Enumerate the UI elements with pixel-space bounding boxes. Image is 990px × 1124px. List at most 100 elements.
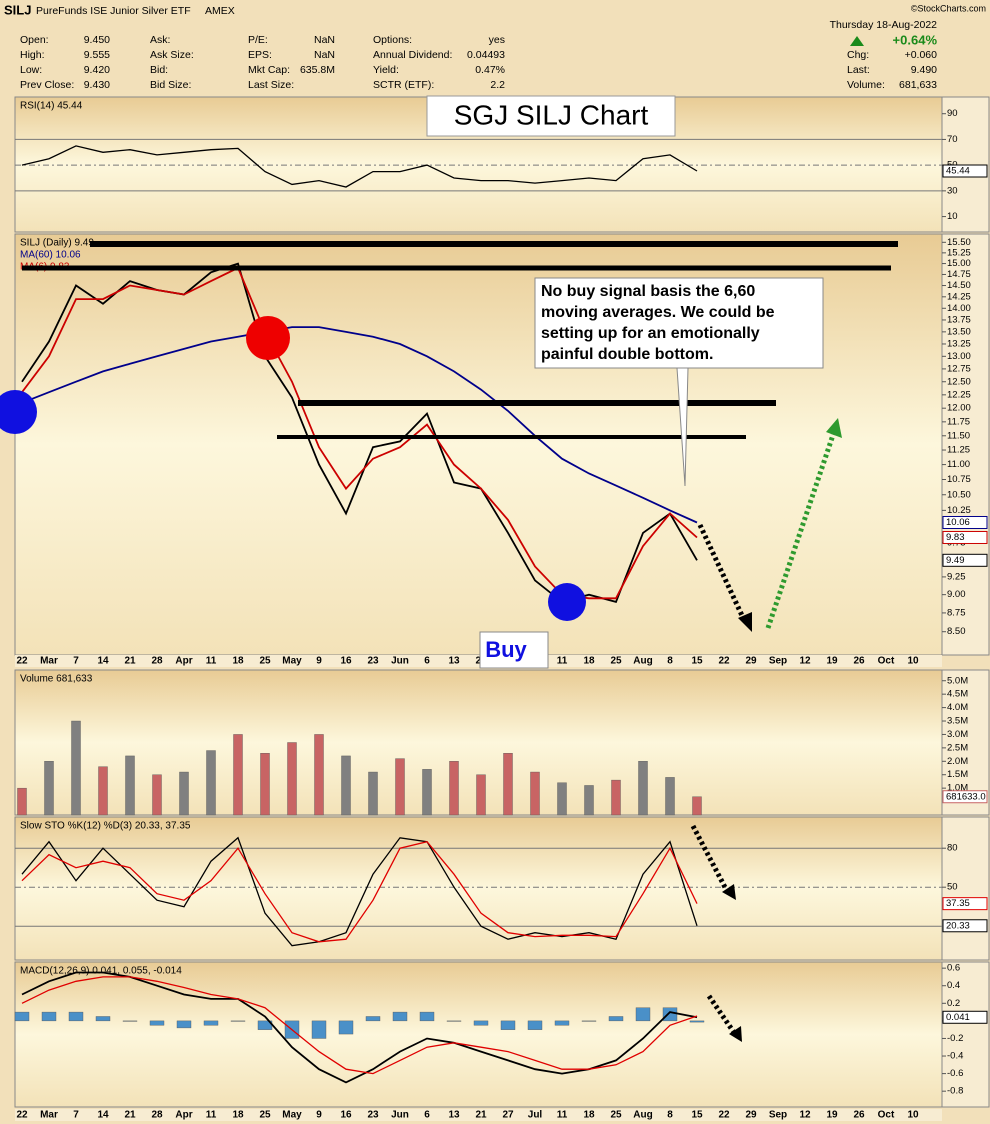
note-line: No buy signal basis the 6,60 [541, 283, 755, 300]
y-tick-label: 14.25 [947, 291, 971, 302]
value-tag-label: 681633.0 [946, 791, 986, 802]
x-tick-label: Mar [40, 1110, 58, 1121]
x-tick-label: 22 [718, 1110, 730, 1121]
volume-bar [557, 782, 567, 816]
x-tick-label: 19 [826, 1110, 838, 1121]
y-tick-label: 30 [947, 185, 958, 196]
x-tick-label: 16 [340, 1110, 352, 1121]
field-value: 0.47% [475, 64, 505, 76]
volume-bar [692, 796, 702, 816]
x-tick-label: 15 [691, 656, 703, 667]
note: No buy signal basis the 6,60 moving avera… [541, 283, 775, 363]
buy-marker [0, 390, 37, 434]
legend-entry: Volume 681,633 [20, 674, 93, 685]
volume-bar [341, 755, 351, 816]
x-tick-label: 14 [97, 656, 109, 667]
x-tick-label: 26 [853, 656, 865, 667]
field-label: Open: [20, 34, 49, 46]
y-tick-label: 0.6 [947, 963, 960, 974]
field-value: 9.430 [84, 79, 110, 91]
volume-bar [449, 761, 459, 816]
y-tick-label: 11.50 [947, 430, 970, 441]
x-tick-label: 21 [124, 656, 136, 667]
volume-bar [368, 771, 378, 816]
y-tick-label: -0.2 [947, 1033, 963, 1044]
x-tick-label: 11 [557, 656, 568, 667]
volume-bar [260, 753, 270, 816]
field-value: 9.420 [84, 64, 110, 76]
y-tick-label: 15.50 [947, 237, 971, 248]
y-tick-label: 70 [947, 134, 958, 145]
legend-entry: RSI(14) 45.44 [20, 101, 83, 112]
volume-bar [44, 761, 54, 816]
histogram-bar [41, 1011, 57, 1022]
x-tick-label: 7 [73, 656, 79, 667]
x-tick-label: 25 [259, 656, 271, 667]
value-tag [942, 790, 988, 804]
x-tick-label: 26 [853, 1110, 865, 1121]
buy-box [479, 631, 549, 669]
up-arrow [765, 431, 837, 629]
x-tick-label: 28 [151, 1110, 163, 1121]
volume-bar [287, 742, 297, 816]
note-line: painful double bottom. [541, 346, 713, 363]
volume-bar [125, 755, 135, 816]
volume-bar [206, 750, 216, 816]
y-tick-label: 13.50 [947, 326, 971, 337]
histogram-bar [527, 1020, 543, 1030]
x-tick-label: 15 [691, 1110, 703, 1121]
buy-marker [548, 583, 586, 621]
histogram-bar [149, 1020, 165, 1026]
x-tick-label: 18 [232, 1110, 244, 1121]
value-tag [942, 553, 988, 567]
y-tick-label: 0.4 [947, 980, 960, 991]
up-arrow [850, 36, 864, 46]
histogram-bar [203, 1020, 219, 1026]
y-tick-label: 12.25 [947, 389, 971, 400]
x-tick-label: 22 [16, 656, 28, 667]
y-tick-label: 13.75 [947, 314, 971, 325]
field-value: 9.490 [911, 64, 937, 76]
histogram-bar [365, 1016, 381, 1022]
value-tag-label: 10.06 [946, 517, 970, 528]
x-tick-label: May [282, 1110, 302, 1121]
x-tick-label: 25 [610, 1110, 622, 1121]
field-value: 635.8M [300, 64, 335, 76]
value-tag [942, 897, 988, 911]
field-label: Prev Close: [20, 79, 74, 91]
field-value: 9.555 [84, 49, 110, 61]
chart-title: SGJ SILJ Chart [454, 99, 649, 130]
series-line [21, 971, 698, 1084]
field-label: Annual Dividend: [373, 49, 452, 61]
field-value: +0.060 [905, 49, 938, 61]
field-value: 2.2 [490, 79, 505, 91]
x-tick-label: 11 [557, 1110, 568, 1121]
value-tag-label: 9.49 [946, 555, 965, 566]
histogram-bar [635, 1007, 651, 1022]
y-tick-label: 10.25 [947, 505, 971, 516]
x-tick-label: 11 [206, 1110, 217, 1121]
x-tick-label: 12 [799, 656, 811, 667]
x-tick-label: 8 [667, 1110, 673, 1121]
field-label: Yield: [373, 64, 399, 76]
histogram-bar [419, 1011, 435, 1022]
field-label: Last: [847, 64, 870, 76]
field-label: Bid Size: [150, 79, 191, 91]
change-pct: +0.64% [893, 32, 938, 47]
x-tick-label: 16 [340, 656, 352, 667]
y-tick-label: 8.75 [947, 607, 966, 618]
y-tick-label: 10.75 [947, 474, 971, 485]
arrow-head [826, 418, 842, 438]
value-tag [942, 919, 988, 933]
down-arrow [690, 824, 731, 895]
x-tick-label: Aug [633, 656, 652, 667]
histogram-bar [446, 1020, 462, 1022]
histogram-bar [689, 1020, 705, 1023]
legend-entry: SILJ (Daily) 9.49 [20, 238, 94, 249]
volume-bar [584, 785, 594, 816]
x-tick-label: 18 [583, 1110, 595, 1121]
date-axis [15, 655, 942, 667]
x-tick-label: Jun [391, 656, 409, 667]
volume-bar [314, 734, 324, 816]
legend-entry: Slow STO %K(12) %D(3) 20.33, 37.35 [20, 821, 191, 832]
